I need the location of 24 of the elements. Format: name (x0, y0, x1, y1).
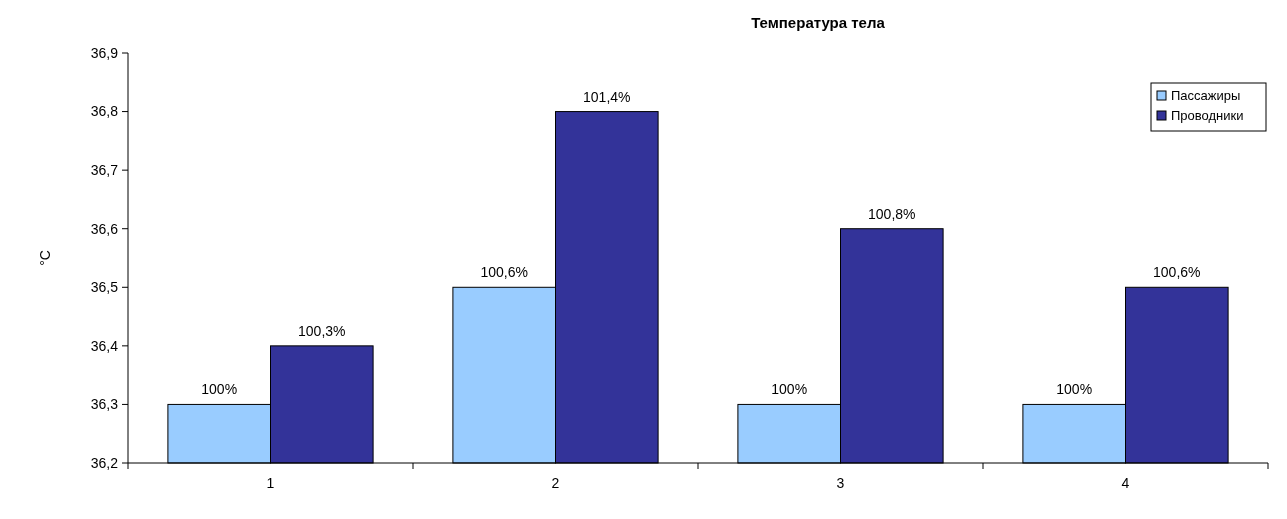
chart-title: Температура тела (751, 14, 886, 31)
annotation: 101,4% (583, 88, 631, 105)
y-axis-title: °C (37, 250, 53, 266)
annotation: 100,6% (480, 264, 528, 281)
y-tick-label: 36,9 (90, 44, 119, 61)
annotation: 100,8% (868, 205, 916, 222)
y-tick-label: 36,2 (90, 454, 119, 471)
y-tick-label: 36,6 (90, 220, 119, 237)
x-tick-label: 1 (266, 475, 275, 491)
x-tick-label: 3 (836, 475, 845, 491)
annotation: 100% (1056, 381, 1093, 398)
legend-label: Проводники (1171, 107, 1244, 123)
annotation: 100% (201, 381, 238, 398)
y-tick-label: 36,7 (90, 162, 119, 179)
legend-label: Пассажиры (1171, 87, 1241, 103)
y-tick-label: 36,5 (90, 279, 119, 296)
annotation: 100,6% (1153, 264, 1201, 281)
y-tick-label: 36,3 (90, 396, 119, 413)
annotation: 100,3% (298, 322, 346, 339)
x-tick-label: 2 (551, 475, 560, 491)
x-tick-label: 4 (1121, 475, 1130, 491)
y-tick-label: 36,8 (90, 103, 119, 120)
annotation: 100% (771, 381, 808, 398)
y-tick-label: 36,4 (90, 337, 119, 354)
